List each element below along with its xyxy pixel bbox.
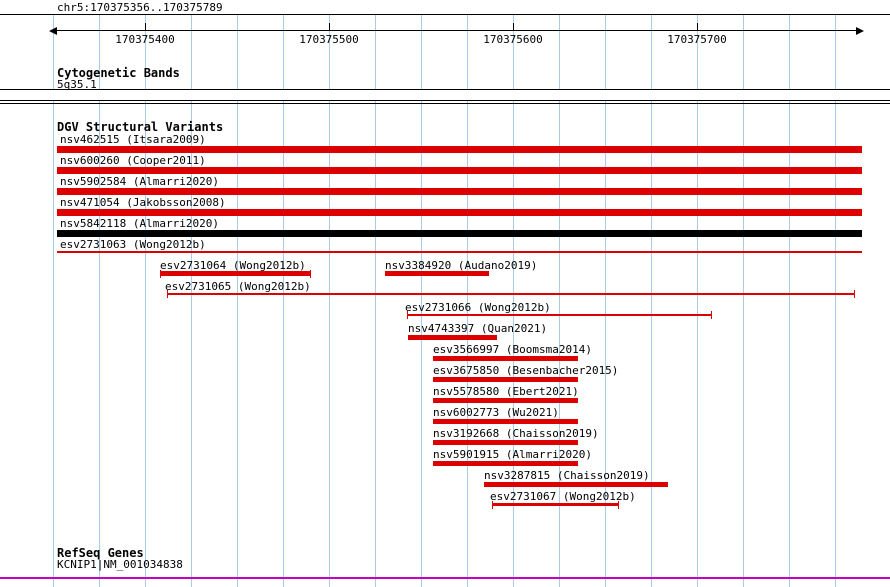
axis-tick (513, 23, 514, 31)
gridline (559, 15, 560, 587)
variant-bar[interactable] (57, 167, 862, 174)
variant-label: esv3675850 (Besenbacher2015) (433, 364, 619, 377)
variant-bar[interactable] (433, 419, 578, 424)
variant-bar[interactable] (408, 335, 497, 340)
cytoband-box[interactable] (0, 89, 890, 101)
variant-label: esv2731066 (Wong2012b) (405, 301, 551, 314)
variant-bar[interactable] (433, 440, 578, 445)
variant-label: nsv3384920 (Audano2019) (385, 259, 538, 272)
variant-bar[interactable] (57, 146, 862, 153)
variant-label: nsv5842118 (Almarri2020) (60, 217, 219, 230)
variant-end-tick (167, 290, 168, 298)
gridline (145, 15, 146, 587)
gridline (375, 15, 376, 587)
axis-arrow-left-icon (49, 27, 57, 35)
panel-top-border (0, 14, 890, 15)
variant-bar[interactable] (385, 271, 489, 276)
variant-bar[interactable] (433, 377, 578, 382)
variant-end-tick (618, 501, 619, 509)
variant-label: nsv462515 (Itsara2009) (60, 133, 206, 146)
gridline (421, 15, 422, 587)
cytoband-name: 5q35.1 (57, 78, 97, 91)
variant-bar[interactable] (433, 356, 578, 361)
variant-label: nsv3287815 (Chaisson2019) (484, 469, 650, 482)
variant-end-tick (492, 501, 493, 509)
variant-bar[interactable] (433, 461, 578, 466)
variant-end-tick (407, 311, 408, 319)
axis-line (55, 30, 858, 31)
gridline (467, 15, 468, 587)
refseq-gene-line[interactable] (0, 577, 890, 579)
axis-tick-label: 170375700 (667, 33, 727, 46)
variant-bar[interactable] (57, 209, 862, 216)
axis-tick (329, 23, 330, 31)
axis-tick-label: 170375500 (299, 33, 359, 46)
variant-end-tick (310, 270, 311, 278)
gridline (513, 15, 514, 587)
variant-label: esv2731063 (Wong2012b) (60, 238, 206, 251)
axis-tick-label: 170375400 (115, 33, 175, 46)
refseq-title: RefSeq Genes (57, 546, 144, 560)
variant-label: esv2731067 (Wong2012b) (490, 490, 636, 503)
variant-label: nsv471054 (Jakobsson2008) (60, 196, 226, 209)
gridline (835, 15, 836, 587)
gridline (237, 15, 238, 587)
variant-label: nsv5901915 (Almarri2020) (433, 448, 592, 461)
variant-label: nsv5578580 (Ebert2021) (433, 385, 579, 398)
gridline (283, 15, 284, 587)
variant-label: esv2731065 (Wong2012b) (165, 280, 311, 293)
gridline (99, 15, 100, 587)
variant-bar[interactable] (57, 230, 862, 237)
variant-bar[interactable] (167, 293, 855, 295)
variant-label: nsv6002773 (Wu2021) (433, 406, 559, 419)
variant-bar[interactable] (57, 188, 862, 195)
gridline (651, 15, 652, 587)
variant-label: nsv600260 (Cooper2011) (60, 154, 206, 167)
region-label: chr5:170375356..170375789 (57, 1, 223, 14)
axis-tick (697, 23, 698, 31)
variant-bar[interactable] (57, 251, 862, 253)
axis-tick (145, 23, 146, 31)
variant-label: esv2731064 (Wong2012b) (160, 259, 306, 272)
axis-tick-label: 170375600 (483, 33, 543, 46)
gridline (697, 15, 698, 587)
gridline (191, 15, 192, 587)
variant-end-tick (160, 270, 161, 278)
variant-label: nsv3192668 (Chaisson2019) (433, 427, 599, 440)
gridline (53, 15, 54, 587)
variant-label: esv3566997 (Boomsma2014) (433, 343, 592, 356)
cytobands-bottom-line (0, 103, 890, 104)
axis-arrow-right-icon (856, 27, 864, 35)
variant-end-tick (711, 311, 712, 319)
gridline (605, 15, 606, 587)
variant-bar[interactable] (492, 503, 619, 506)
variant-end-tick (854, 290, 855, 298)
variant-bar[interactable] (433, 398, 578, 403)
gridline (329, 15, 330, 587)
dgv-title: DGV Structural Variants (57, 120, 224, 134)
refseq-gene-name: KCNIP1|NM_001034838 (57, 558, 183, 571)
variant-label: nsv5902584 (Almarri2020) (60, 175, 219, 188)
cytobands-title: Cytogenetic Bands (57, 66, 180, 80)
variant-bar[interactable] (160, 271, 311, 276)
variant-bar[interactable] (407, 314, 712, 316)
variant-label: nsv4743397 (Quan2021) (408, 322, 548, 335)
gridline (789, 15, 790, 587)
gridline (743, 15, 744, 587)
variant-bar[interactable] (484, 482, 668, 487)
